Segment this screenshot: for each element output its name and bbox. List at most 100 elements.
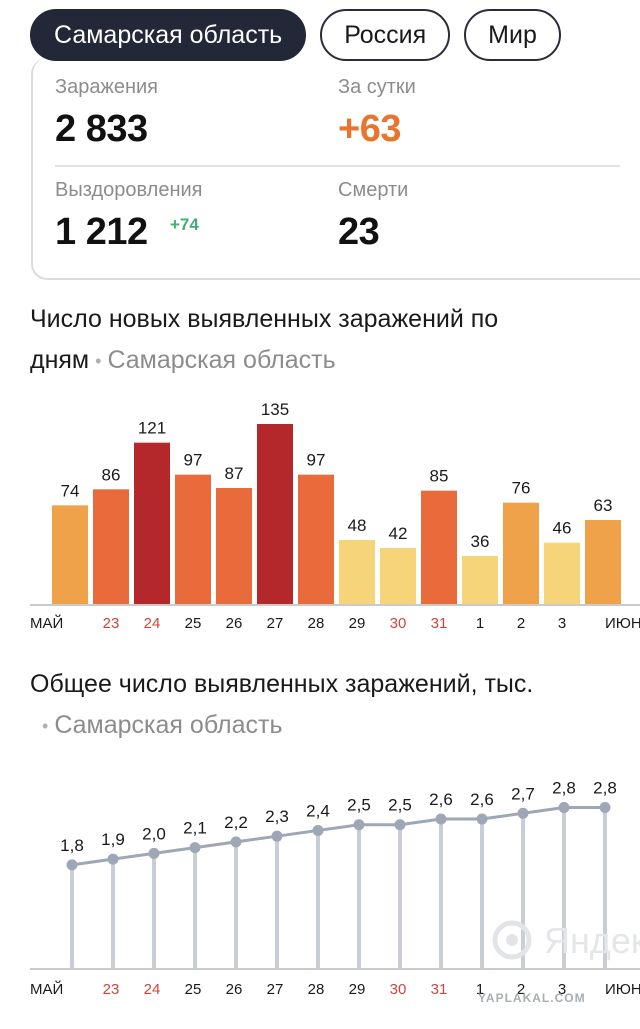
separator-dot: • [95,350,102,371]
recoveries-label: Выздоровления [55,179,203,201]
bar-label-28: 97 [307,451,326,470]
infections-label: Заражения [55,76,158,98]
point-3 [558,802,570,814]
point-label-2: 2,7 [511,784,535,803]
x-tick-31: 31 [431,615,448,632]
x-tick-23: 23 [103,981,120,998]
point-label-1: 2,6 [470,790,494,809]
x-tick-23: 23 [103,615,120,632]
bar-1 [462,556,498,604]
point-label-31: 2,6 [429,790,453,809]
x-tick-25: 25 [185,615,202,632]
point-label-23: 1,9 [101,830,125,849]
bar-25 [175,474,211,604]
point-label-27: 2,3 [265,807,289,826]
bar-label-23: 86 [102,465,121,484]
bar-29 [339,540,375,604]
bar-28 [298,474,334,604]
deaths-label: Смерти [338,179,409,201]
x-tick-28: 28 [308,981,325,998]
point-28 [312,824,324,836]
point-22 [66,859,78,871]
infections-value: 2 833 [55,108,148,150]
chart1-title-line2: дням [30,346,90,374]
daily-label: За сутки [338,76,416,98]
tab-world[interactable]: Мир [464,9,561,61]
stats-card [31,58,640,280]
point-label-30: 2,5 [388,796,412,815]
bar-label-27: 135 [261,400,289,419]
chart1-title: Число новых выявленных заражений по дням… [30,299,498,382]
chart1-title-line1: Число новых выявленных заражений по [30,305,499,333]
point-label-24: 2,0 [142,824,166,843]
bar-30 [380,548,416,604]
point-27 [271,830,283,842]
stats-divider [55,165,620,167]
point-1 [476,813,488,825]
chart2-title: Общее число выявленных заражений, тыс. •… [30,664,533,747]
x-tick-4: ИЮН [605,615,640,632]
x-tick-2: 2 [517,615,525,632]
region-tabs: Самарская область Россия Мир [30,9,561,61]
chart1-region: Самарская область [107,346,336,374]
point-label-26: 2,2 [224,813,248,832]
bar-label-4: 63 [594,496,613,515]
daily-value: +63 [338,108,401,150]
x-tick-3: 3 [558,981,566,998]
bar-label-24: 121 [138,419,166,438]
bar-23 [93,489,129,604]
bar-26 [216,488,252,604]
point-2 [517,807,529,819]
x-tick-3: 3 [558,615,566,632]
point-label-4: 2,8 [593,779,617,798]
separator-dot: • [42,715,49,736]
point-26 [230,836,242,848]
bar-label-31: 85 [430,467,449,486]
x-tick-1: 1 [476,981,484,998]
x-tick-4: ИЮН [605,981,640,998]
x-tick-28: 28 [308,615,325,632]
deaths-value: 23 [338,211,380,253]
bar-label-2: 76 [512,479,531,498]
point-31 [435,813,447,825]
point-24 [148,847,160,859]
x-tick-27: 27 [267,981,284,998]
point-label-22: 1,8 [60,836,84,855]
x-tick-29: 29 [349,981,366,998]
x-tick-29: 29 [349,615,366,632]
bar-22 [52,505,88,604]
bar-label-30: 42 [389,524,408,543]
point-25 [189,842,201,854]
x-tick-22: МАЙ [30,980,63,998]
point-29 [353,819,365,831]
x-tick-30: 30 [390,615,407,632]
point-23 [107,853,119,865]
bar-label-29: 48 [348,516,367,535]
x-tick-24: 24 [144,981,161,998]
bar-24 [134,442,170,604]
point-4 [599,802,611,814]
bar-label-25: 97 [184,451,203,470]
site-watermark: YAPLAKAL.COM [478,991,586,1005]
point-label-25: 2,1 [183,819,207,838]
bar-label-1: 36 [471,532,490,551]
point-label-28: 2,4 [306,801,330,820]
bar-2 [503,502,539,604]
x-tick-2: 2 [517,981,525,998]
tab-russia[interactable]: Россия [320,9,451,61]
bar-4 [585,520,621,604]
chart2-title-line1: Общее число выявленных заражений, тыс. [30,670,534,698]
yandex-watermark: Яндекс [544,920,640,961]
point-30 [394,819,406,831]
point-label-3: 2,8 [552,779,576,798]
x-tick-26: 26 [226,981,243,998]
tab-samara-region[interactable]: Самарская область [30,9,307,61]
x-tick-30: 30 [390,981,407,998]
x-tick-22: МАЙ [30,614,63,632]
x-tick-1: 1 [476,615,484,632]
bar-label-22: 74 [61,481,80,500]
x-tick-25: 25 [185,981,202,998]
x-tick-27: 27 [267,615,284,632]
bar-label-26: 87 [225,464,244,483]
